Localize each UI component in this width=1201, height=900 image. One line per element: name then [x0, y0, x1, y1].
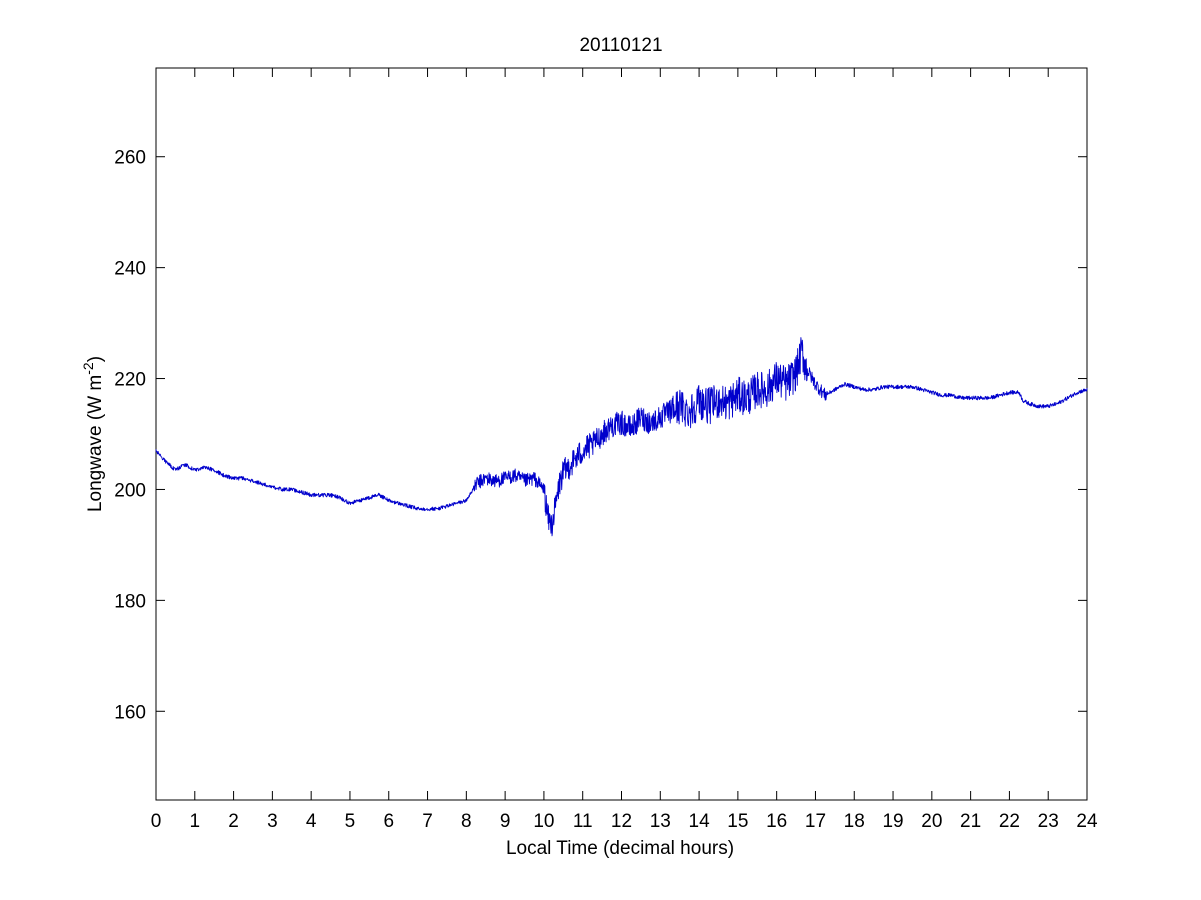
chart-title: 20110121 — [579, 35, 662, 56]
x-tick-label: 3 — [267, 811, 278, 832]
x-tick-label: 20 — [921, 811, 942, 832]
x-axis-label: Local Time (decimal hours) — [506, 838, 734, 859]
x-tick-label: 6 — [383, 811, 394, 832]
x-tick-label: 5 — [345, 811, 356, 832]
x-tick-label: 10 — [533, 811, 554, 832]
x-tick-label: 17 — [805, 811, 826, 832]
x-tick-label: 16 — [766, 811, 787, 832]
x-tick-label: 22 — [999, 811, 1020, 832]
x-tick-label: 21 — [960, 811, 981, 832]
x-tick-label: 23 — [1038, 811, 1059, 832]
x-tick-label: 24 — [1076, 811, 1098, 832]
x-tick-label: 8 — [461, 811, 472, 832]
y-tick-label: 220 — [114, 370, 146, 391]
x-tick-label: 19 — [882, 811, 903, 832]
y-tick-label: 200 — [114, 480, 146, 501]
x-tick-label: 14 — [689, 811, 711, 832]
x-tick-label: 15 — [727, 811, 748, 832]
x-tick-label: 9 — [500, 811, 511, 832]
tick-layer: 0 1 2 3 4 5 6 7 8 9 10 11 12 13 14 15 16 17 18 19 20 21 22 23 24… — [114, 68, 1098, 832]
y-axis-label-base: Longwave (W m — [85, 375, 106, 512]
series-layer — [155, 337, 1088, 537]
x-tick-label: 18 — [844, 811, 865, 832]
x-tick-label: 12 — [611, 811, 632, 832]
y-tick-label: 180 — [114, 591, 146, 612]
y-axis-label-superscript: -2 — [80, 362, 96, 375]
x-tick-label: 1 — [190, 811, 201, 832]
x-tick-label: 2 — [228, 811, 239, 832]
y-tick-label: 160 — [114, 702, 146, 723]
y-tick-label: 260 — [114, 148, 146, 169]
y-tick-label: 240 — [114, 259, 146, 280]
y-axis-label-close: ) — [85, 356, 106, 362]
longwave-series-line — [155, 337, 1088, 537]
x-tick-label: 7 — [422, 811, 433, 832]
x-tick-label: 4 — [306, 811, 317, 832]
x-tick-label: 13 — [650, 811, 671, 832]
y-axis-label: Longwave (W m-2) — [80, 356, 106, 512]
x-tick-label: 11 — [573, 811, 593, 832]
x-tick-label: 0 — [151, 811, 162, 832]
